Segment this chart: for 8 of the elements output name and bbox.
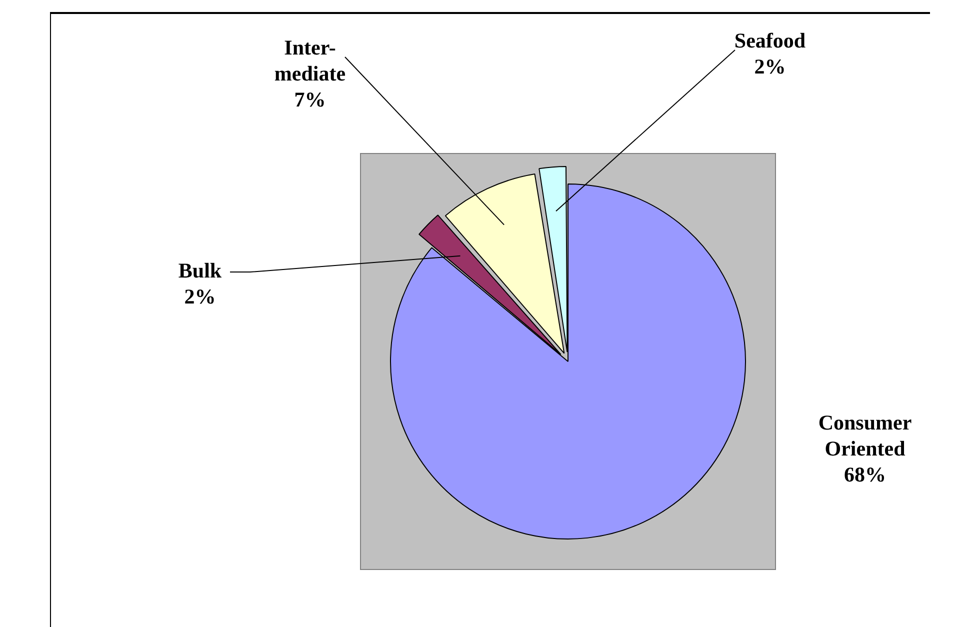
slice-label: Seafood	[734, 28, 806, 52]
slice-label: Bulk	[178, 258, 222, 282]
data-label: 7%	[294, 87, 326, 112]
data-label: 2%	[754, 54, 786, 78]
slice-label: Consumer Oriented	[818, 410, 912, 460]
data-label: 68%	[844, 462, 886, 486]
slice-label: Inter- mediate	[274, 35, 346, 86]
data-label: 2%	[184, 284, 216, 308]
